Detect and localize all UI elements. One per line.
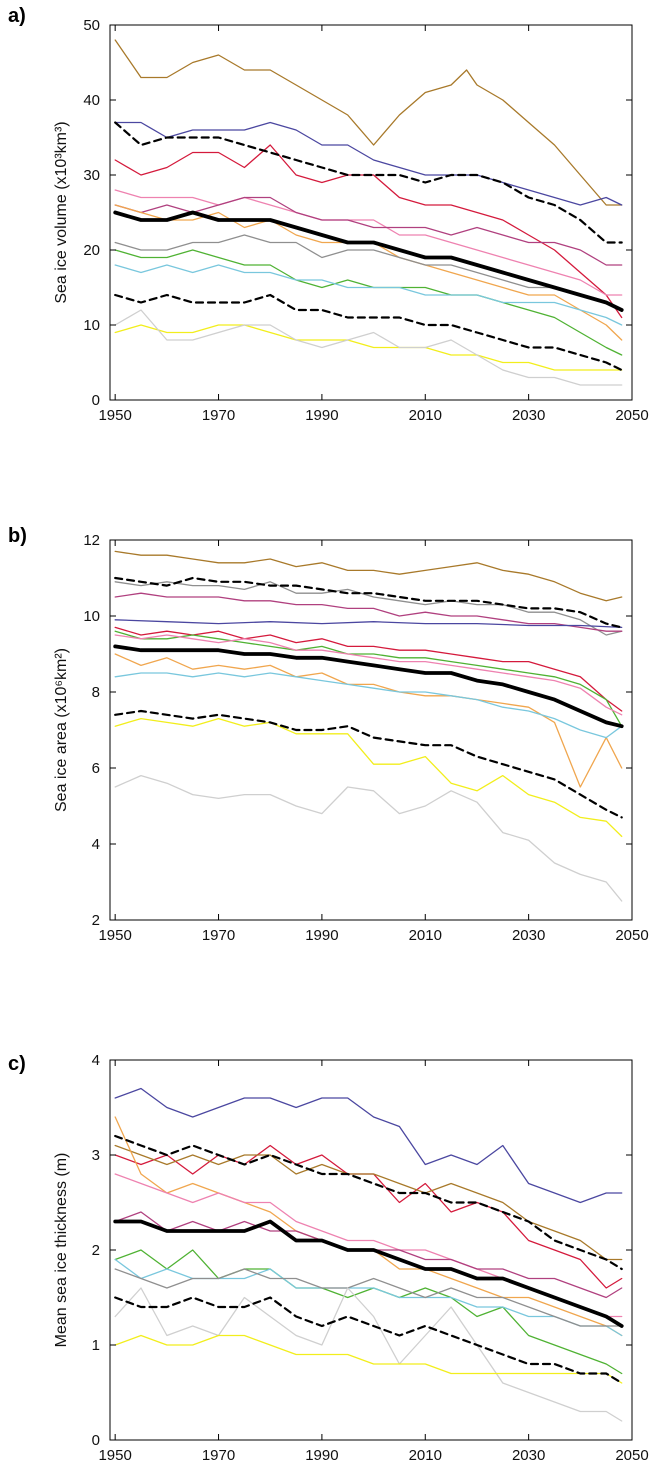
panel-c-series-red-thin-1 [114,1144,623,1289]
panel-b-series-gray-thin-1 [114,581,623,636]
panel-c-series-bound-dashed-11 [114,1134,623,1271]
panel-b-ytick-label-6: 6 [92,760,100,777]
panel-b-series-bound-dashed-11 [114,576,623,629]
panel-a-xtick-label-2010: 2010 [409,407,442,424]
panel-b-xtick-label-1950: 1950 [98,927,131,944]
panel-b-ytick-label-12: 12 [83,532,100,549]
panel-c-ytick-label-2: 2 [92,1242,100,1259]
panel-b-series-brown-thin-0 [114,550,623,602]
panel-c-ytick-label-3: 3 [92,1147,100,1164]
panel-a-series-gray-thin-6 [114,234,623,311]
panel-b-series-yellow-thin-9 [114,717,623,838]
panel-a-series-mean-thick-13 [113,210,624,312]
panel-a-series-bound-dashed-12 [114,293,623,372]
panel-c-ytick-label-4: 4 [92,1052,100,1069]
panel-a-series-pink-thin-3 [114,189,623,296]
panel-b-series-magenta-thin-2 [114,592,623,632]
panel-a-axes-frame [109,24,633,401]
panel-b-series-red-thin-4 [114,626,623,712]
panel-c-label: c) [8,1053,26,1075]
panel-c: 1950 1970 1990 2010 2030 2050 0 1 2 3 4 Mean sea ic… [8,1052,649,1464]
panel-c-series-bound-dashed-12 [114,1296,623,1385]
panel-c-ylabel: Mean sea ice thickness (m) [53,1153,70,1348]
panel-b-series-bound-dashed-12 [114,709,623,819]
panel-b-xtick-label-1970: 1970 [202,927,235,944]
panel-a-series-brown-thin-0 [114,39,623,206]
panel-a-series-navy-thin-1 [114,121,623,206]
panel-a-series-lightgray-thin-10 [114,309,623,386]
panel-b-series-orange-thin-7 [114,653,623,788]
panel-c-xtick-label-1970: 1970 [202,1447,235,1464]
panel-b-series-navy-thin-3 [114,619,623,629]
panel-a-series-cyan-thin-8 [114,264,623,326]
panel-a-ytick-label-20: 20 [83,242,100,259]
panel-c-xtick-label-2010: 2010 [409,1447,442,1464]
panel-a-series-bound-dashed-11 [114,121,623,244]
panel-b-ytick-label-10: 10 [83,608,100,625]
panel-a-ytick-label-40: 40 [83,92,100,109]
panel-b-ytick-label-8: 8 [92,684,100,701]
panel-b-xtick-label-2030: 2030 [512,927,545,944]
panel-b-label: b) [8,525,27,547]
panel-b-series-green-thin-5 [114,630,623,727]
panel-b-ytick-label-4: 4 [92,836,100,853]
panel-a-label: a) [8,5,26,27]
panel-c-xtick-label-1950: 1950 [98,1447,131,1464]
panel-c-series-mean-thick-13 [113,1219,624,1328]
panel-b-xtick-label-2050: 2050 [615,927,648,944]
panel-b-series-lightgray-thin-10 [114,774,623,902]
panel-a-ytick-label-30: 30 [83,167,100,184]
panel-c-xtick-label-2050: 2050 [615,1447,648,1464]
panel-b-ytick-label-2: 2 [92,912,100,929]
panel-b-xtick-label-2010: 2010 [409,927,442,944]
panel-b-xtick-label-1990: 1990 [305,927,338,944]
panel-c-series-navy-thin-0 [114,1087,623,1204]
panel-c-xtick-label-2030: 2030 [512,1447,545,1464]
panel-b-ylabel: Sea ice area (x10⁶km²) [53,648,70,812]
panel-a-ytick-label-0: 0 [92,392,100,409]
panel-a-series-yellow-thin-9 [114,324,623,371]
panel-a-ytick-label-10: 10 [83,317,100,334]
panel-c-series-yellow-thin-10 [114,1334,623,1384]
panel-c-series-orange-thin-3 [114,1116,623,1337]
panel-c-series-brown-thin-2 [114,1144,623,1261]
panel-c-ytick-label-1: 1 [92,1337,100,1354]
panel-a-xtick-label-1990: 1990 [305,407,338,424]
panel-c-series-gray-thin-8 [114,1268,623,1327]
panel-a-xtick-label-1950: 1950 [98,407,131,424]
panel-a-xtick-label-1970: 1970 [202,407,235,424]
panel-c-xtick-label-1990: 1990 [305,1447,338,1464]
panel-b: 1950 1970 1990 2010 2030 2050 2 4 6 8 10 12 Sea ice … [8,525,649,944]
panel-c-ytick-label-0: 0 [92,1432,100,1449]
panel-c-series-lightgray-thin-9 [114,1287,623,1422]
panel-a-xtick-label-2050: 2050 [615,407,648,424]
panel-b-series-mean-thick-13 [113,644,624,729]
panel-a-ytick-label-50: 50 [83,17,100,34]
panel-a-series-magenta-thin-4 [114,196,623,266]
panel-a-ylabel: Sea ice volume (x10³km³) [53,121,70,303]
panel-b-series-cyan-thin-8 [114,672,623,739]
panel-a-xtick-label-2030: 2030 [512,407,545,424]
panel-b-axes-frame [109,539,633,921]
panel-c-series-magenta-thin-5 [114,1211,623,1299]
panel-b-series-pink-thin-6 [114,634,623,716]
panel-a-series-red-thin-2 [114,144,623,319]
